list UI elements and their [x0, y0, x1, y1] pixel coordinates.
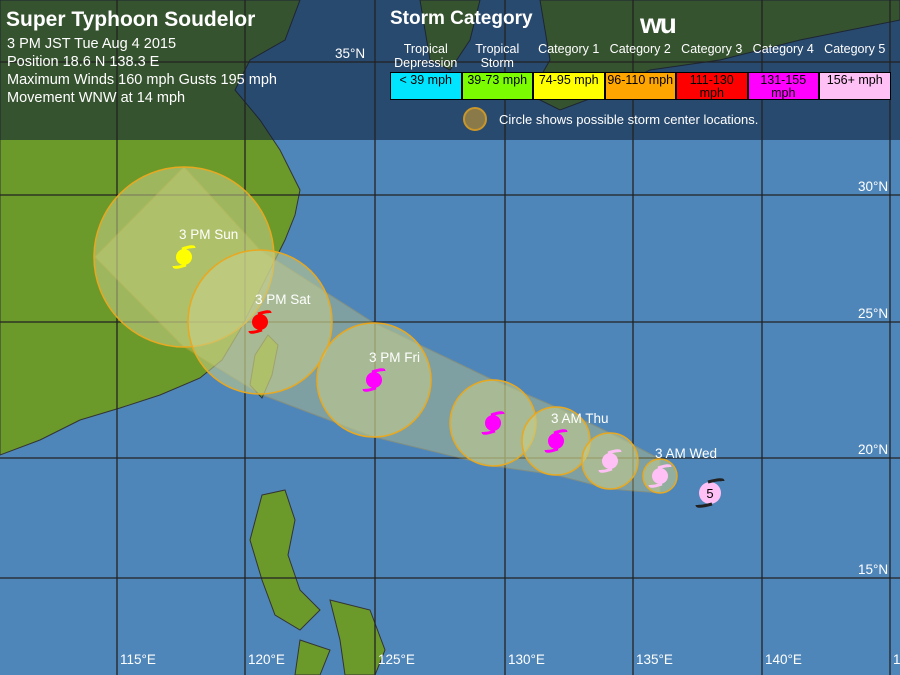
legend-range-swatch: 96-110 mph [604, 72, 676, 100]
longitude-label: 125°E [378, 652, 415, 667]
forecast-storm-icon[interactable] [362, 368, 386, 392]
legend-range-swatch: 131-155 mph [747, 72, 819, 100]
legend-item: Category 4 131-155 mph [747, 42, 819, 100]
longitude-label: 140°E [765, 652, 802, 667]
forecast-time-label: 3 PM Fri [369, 350, 421, 365]
legend-item: Category 5 156+ mph [819, 42, 891, 100]
legend-category-name: Category 4 [752, 42, 814, 56]
legend-item: Category 2 96-110 mph [604, 42, 676, 100]
forecast-storm-icon[interactable] [481, 411, 505, 435]
legend-range-swatch: 74-95 mph [533, 72, 605, 100]
forecast-storm-icon[interactable] [248, 310, 272, 334]
header-overlay [0, 0, 900, 140]
legend-category-name: Tropical Storm [475, 42, 520, 70]
forecast-storm-icon[interactable] [648, 464, 672, 488]
longitude-label: 120°E [248, 652, 285, 667]
storm-winds: Maximum Winds 160 mph Gusts 195 mph [7, 72, 277, 88]
legend-item: Tropical Storm 39-73 mph [461, 42, 533, 100]
category-legend: Tropical Depression < 39 mph Tropical Stor… [390, 42, 891, 100]
legend-category-name: Category 3 [681, 42, 743, 56]
legend-category-name: Category 1 [538, 42, 600, 56]
legend-category-name: Category 2 [609, 42, 671, 56]
current-storm-icon[interactable]: 5 [695, 478, 725, 508]
forecast-storm-icon[interactable] [598, 449, 622, 473]
legend-item: Category 1 74-95 mph [533, 42, 605, 100]
legend-item: Tropical Depression < 39 mph [390, 42, 462, 100]
legend-range-swatch: 111-130 mph [676, 72, 748, 100]
storm-movement: Movement WNW at 14 mph [7, 90, 186, 106]
philippines [249, 489, 386, 675]
storm-title: Super Typhoon Soudelor [6, 8, 256, 31]
forecast-storm-icon[interactable] [172, 245, 196, 269]
latitude-label: 30°N [858, 179, 889, 194]
legend-category-name: Tropical Depression [394, 42, 458, 70]
forecast-time-label: 3 PM Sat [255, 292, 311, 307]
forecast-storm-icon[interactable] [544, 429, 568, 453]
latitude-label: 35°N [335, 46, 366, 61]
latitude-label: 25°N [858, 306, 889, 321]
circle-note: Circle shows possible storm center locat… [463, 107, 758, 131]
longitude-label: 14 [893, 652, 900, 667]
legend-range-swatch: 39-73 mph [461, 72, 533, 100]
legend-range-swatch: 156+ mph [819, 72, 891, 100]
legend-title: Storm Category [390, 8, 533, 29]
uncertainty-circle-icon [463, 107, 487, 131]
legend-range-swatch: < 39 mph [390, 72, 462, 100]
latitude-label: 20°N [858, 442, 889, 457]
forecast-time-label: 3 AM Thu [551, 411, 609, 426]
longitude-label: 130°E [508, 652, 545, 667]
legend-item: Category 3 111-130 mph [676, 42, 748, 100]
longitude-label: 135°E [636, 652, 673, 667]
storm-position: Position 18.6 N 138.3 E [7, 54, 160, 70]
wu-logo: wu [640, 8, 677, 39]
category-number: 5 [706, 486, 713, 501]
circle-note-text: Circle shows possible storm center locat… [499, 111, 759, 127]
forecast-time-label: 3 PM Sun [179, 227, 239, 242]
legend-category-name: Category 5 [824, 42, 886, 56]
storm-time: 3 PM JST Tue Aug 4 2015 [7, 36, 177, 52]
latitude-label: 15°N [858, 562, 889, 577]
forecast-time-label: 3 AM Wed [655, 446, 718, 461]
longitude-label: 115°E [120, 652, 156, 667]
